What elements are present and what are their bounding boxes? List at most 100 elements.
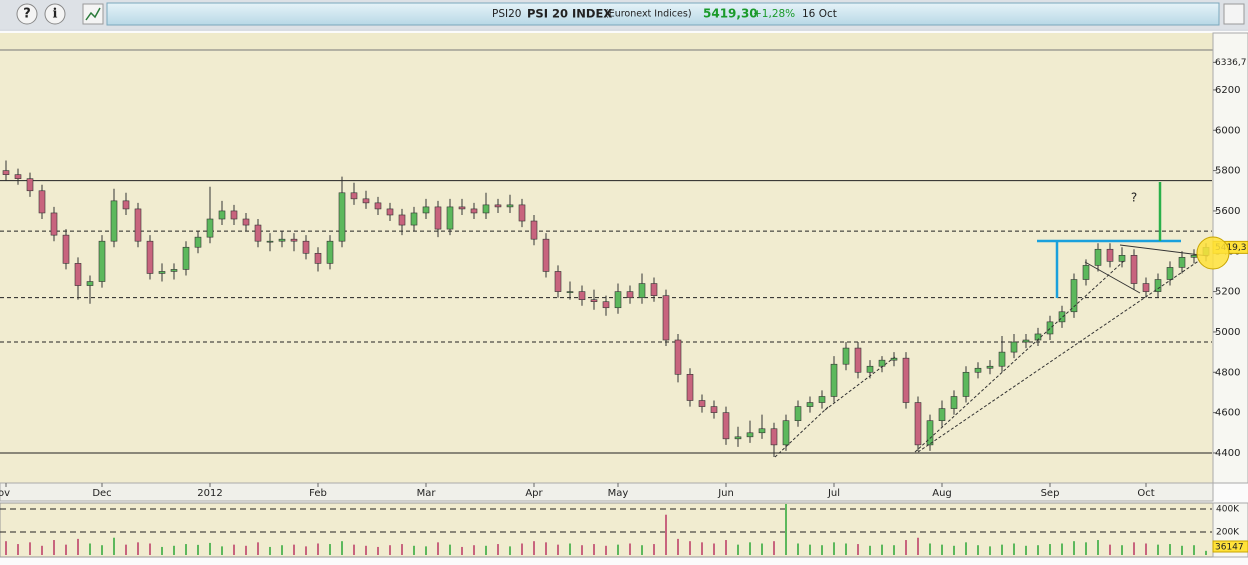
volume-bar [521,543,523,555]
candle-body [1010,341,1018,353]
candle-body [914,402,922,446]
candle-body [482,204,490,214]
candle-body [794,406,802,421]
candle-body [146,240,154,274]
candle-body [758,428,766,434]
candle-body [1178,257,1186,268]
y-tick-label: 4600 [1215,408,1240,419]
window-button[interactable] [1223,3,1245,25]
candle-body [1058,311,1066,323]
candle-body [770,428,778,446]
highlight-circle [1196,236,1230,270]
trendline [1119,244,1209,257]
x-tick-label: ov [0,488,10,499]
volume-bar [29,542,31,555]
x-tick-label: Dec [92,488,111,499]
candle-body [110,200,118,242]
plot-top-strip [0,33,1213,50]
volume-bar [173,545,175,555]
volume-bar [569,543,571,555]
volume-bar [185,544,187,555]
candle-body [302,240,310,254]
candle-body [1118,255,1126,262]
x-tick-label: Oct [1137,488,1154,499]
help-button[interactable] [16,3,38,25]
candle-body [806,402,814,407]
volume-bar [1169,544,1171,555]
candle-body [626,291,634,298]
trendline [774,406,829,458]
y-tick-label: 5800 [1215,166,1240,177]
volume-bar [1205,550,1207,555]
candle-body [206,218,214,238]
ticker: PSI20 [492,8,521,20]
volume-bar [5,541,7,555]
instrument-name: PSI 20 INDEX [527,7,612,21]
candle-body [938,408,946,421]
y-tick-label: 6336,7 [1215,58,1247,68]
info-icon[interactable]: i [53,7,58,22]
volume-bar [1073,541,1075,555]
volume-bar [233,544,235,555]
volume-bar [617,544,619,555]
candle-body [266,240,274,243]
volume-bar [113,537,115,555]
volume-bar [1193,545,1195,555]
help-icon[interactable]: ? [23,7,31,22]
candle-body [710,406,718,413]
x-axis-area [0,482,1214,502]
volume-bar [41,545,43,555]
volume-bar [401,544,403,555]
volume-bar [977,545,979,555]
candle-body [1142,283,1150,292]
x-tick-label: Mar [417,488,437,499]
candle-body [554,271,562,292]
volume-bar [77,538,79,555]
price-plot [0,160,1212,457]
volume-bar [581,545,583,555]
volume-bar [353,544,355,555]
candle-body [782,420,790,446]
candle-body [182,246,190,270]
candle-body [818,396,826,403]
x-tick-label: Feb [309,488,327,499]
candle-body [614,291,622,309]
candle-body [446,206,454,230]
volume-bar [797,543,799,555]
volume-bar [689,541,691,555]
trendline [917,259,1201,453]
volume-bar [161,546,163,555]
volume-bar [17,544,19,555]
candle-body [158,271,166,274]
volume-bar [665,514,667,555]
y-tick-label: 5200 [1215,287,1240,298]
volume-bar [605,545,607,555]
volume-bar [653,544,655,555]
volume-bar [629,543,631,555]
volume-bar [269,546,271,555]
volume-bar [497,544,499,555]
volume-bar [1061,543,1063,555]
volume-bar [377,546,379,555]
candle-body [962,371,970,397]
candle-body [686,373,694,401]
volume-bar [329,544,331,555]
volume-bar [533,541,535,555]
volume-tag-label: 36147 [1215,543,1244,553]
volume-bar [845,543,847,555]
candle-body [230,210,238,220]
info-button[interactable] [44,3,66,25]
y-tick-label: 4800 [1215,367,1240,378]
volume-bar [785,504,787,555]
candle-body [170,269,178,272]
candle-body [842,347,850,365]
volume-bar [65,544,67,555]
volume-bar [101,545,103,555]
price-tag-label: 5419,3 [1215,243,1247,253]
candle-body [974,367,982,373]
exchange: (Euronext Indices) [605,9,692,20]
x-tick-label: May [608,488,629,499]
trendline [914,259,1126,453]
volume-bar [1181,545,1183,555]
candle-body [362,198,370,204]
